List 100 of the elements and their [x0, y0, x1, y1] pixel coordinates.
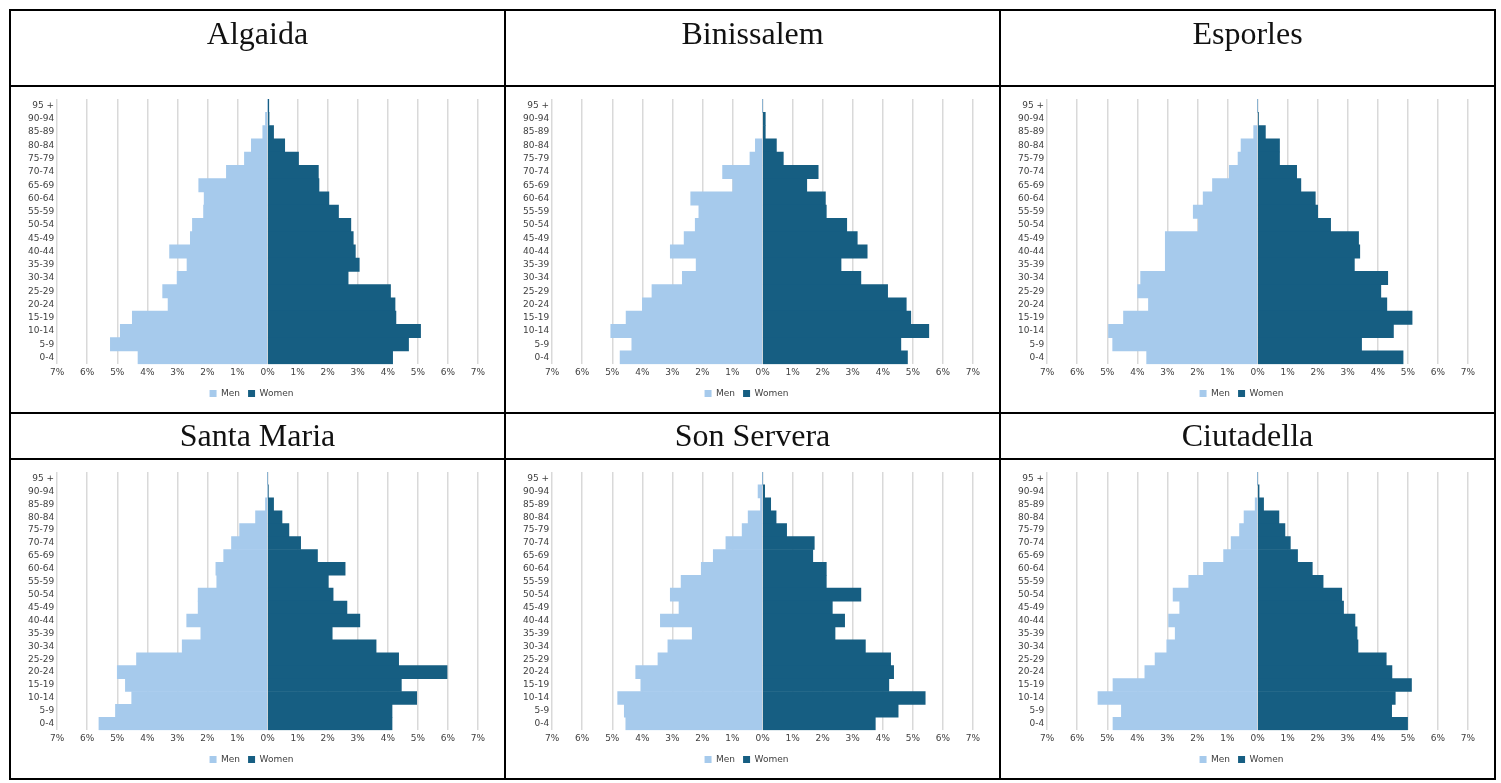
- y-tick-label: 15-19: [28, 312, 55, 323]
- x-tick-label: 1%: [785, 366, 801, 377]
- y-tick-label: 30-34: [523, 640, 550, 651]
- y-tick-label: 50-54: [523, 588, 550, 599]
- x-tick-label: 5%: [410, 732, 426, 743]
- x-tick-label: 4%: [875, 732, 891, 743]
- y-tick-label: 90-94: [1018, 485, 1045, 496]
- x-tick-label: 5%: [1400, 366, 1416, 377]
- y-tick-label: 15-19: [1018, 312, 1045, 323]
- x-tick-label: 7%: [965, 732, 981, 743]
- x-tick-label: 4%: [875, 366, 891, 377]
- y-tick-label: 30-34: [1018, 640, 1045, 651]
- y-tick-label: 0-4: [39, 718, 55, 729]
- y-tick-label: 25-29: [523, 653, 550, 664]
- x-tick-label: 1%: [725, 732, 741, 743]
- x-tick-label: 5%: [410, 366, 426, 377]
- x-tick-label: 6%: [935, 732, 951, 743]
- y-tick-label: 5-9: [534, 338, 550, 349]
- y-tick-label: 75-79: [1018, 524, 1045, 535]
- x-tick-label: 3%: [665, 732, 680, 743]
- x-tick-label: 7%: [470, 732, 486, 743]
- y-tick-label: 60-64: [523, 563, 550, 574]
- y-tick-label: 55-59: [523, 576, 550, 587]
- y-tick-label: 65-69: [28, 179, 55, 190]
- y-tick-label: 65-69: [1018, 179, 1045, 190]
- x-tick-label: 3%: [170, 732, 185, 743]
- x-tick-label: 7%: [1040, 366, 1055, 377]
- y-tick-label: 5-9: [534, 705, 550, 716]
- legend-label: Men: [1211, 753, 1231, 764]
- x-tick-label: 3%: [665, 366, 680, 377]
- y-tick-label: 5-9: [1029, 705, 1045, 716]
- x-tick-label: 2%: [1310, 732, 1326, 743]
- y-tick-label: 80-84: [1018, 511, 1045, 522]
- y-tick-label: 25-29: [523, 285, 550, 296]
- y-tick-label: 35-39: [523, 259, 550, 270]
- legend-label: Men: [1211, 387, 1231, 398]
- x-tick-label: 3%: [350, 732, 366, 743]
- x-tick-label: 2%: [1310, 366, 1326, 377]
- y-tick-label: 95 +: [1022, 99, 1045, 110]
- x-tick-label: 3%: [1340, 366, 1356, 377]
- y-tick-label: 60-64: [1018, 192, 1045, 203]
- x-tick-label: 4%: [380, 732, 396, 743]
- chart-title: Santa Maria: [11, 414, 504, 460]
- x-tick-label: 1%: [1280, 366, 1296, 377]
- x-tick-label: 4%: [140, 732, 155, 743]
- x-tick-label: 7%: [545, 366, 560, 377]
- legend-label: Women: [1249, 753, 1284, 764]
- y-tick-label: 55-59: [1018, 206, 1045, 217]
- y-tick-label: 20-24: [28, 298, 55, 309]
- y-tick-label: 20-24: [28, 666, 55, 677]
- y-tick-label: 45-49: [1018, 601, 1045, 612]
- x-tick-label: 5%: [110, 732, 125, 743]
- x-tick-label: 4%: [1370, 366, 1386, 377]
- y-tick-label: 80-84: [28, 511, 55, 522]
- legend-label: Women: [754, 387, 789, 398]
- x-tick-label: 6%: [575, 732, 590, 743]
- y-tick-label: 15-19: [28, 679, 55, 690]
- y-tick-label: 85-89: [1018, 126, 1045, 137]
- y-tick-label: 95 +: [1022, 472, 1045, 483]
- x-tick-label: 0%: [260, 732, 276, 743]
- y-tick-label: 45-49: [1018, 232, 1045, 243]
- y-tick-label: 60-64: [28, 563, 55, 574]
- x-tick-label: 1%: [290, 366, 306, 377]
- y-tick-label: 90-94: [523, 485, 550, 496]
- y-tick-label: 90-94: [1018, 113, 1045, 124]
- y-tick-label: 30-34: [28, 640, 55, 651]
- y-tick-label: 0-4: [1029, 718, 1045, 729]
- y-tick-label: 65-69: [523, 550, 550, 561]
- x-tick-label: 6%: [1070, 366, 1085, 377]
- y-tick-label: 85-89: [523, 126, 550, 137]
- x-tick-label: 7%: [470, 366, 486, 377]
- y-tick-label: 20-24: [523, 298, 550, 309]
- y-tick-label: 35-39: [28, 627, 55, 638]
- y-tick-label: 25-29: [28, 285, 55, 296]
- legend-label: Women: [259, 753, 294, 764]
- y-tick-label: 80-84: [28, 139, 55, 150]
- y-tick-label: 35-39: [1018, 627, 1045, 638]
- y-tick-label: 80-84: [523, 511, 550, 522]
- y-tick-label: 5-9: [39, 338, 55, 349]
- y-tick-label: 50-54: [28, 219, 55, 230]
- x-tick-label: 4%: [635, 366, 650, 377]
- y-tick-label: 75-79: [523, 524, 550, 535]
- y-tick-label: 85-89: [28, 126, 55, 137]
- x-tick-label: 6%: [1430, 732, 1446, 743]
- y-tick-label: 55-59: [28, 206, 55, 217]
- x-tick-label: 4%: [1130, 366, 1145, 377]
- y-tick-label: 60-64: [1018, 563, 1045, 574]
- x-tick-label: 2%: [1190, 732, 1206, 743]
- y-tick-label: 50-54: [1018, 588, 1045, 599]
- x-tick-label: 6%: [440, 366, 456, 377]
- x-tick-label: 6%: [80, 732, 95, 743]
- x-tick-label: 2%: [200, 366, 216, 377]
- y-tick-label: 75-79: [1018, 153, 1045, 164]
- x-tick-label: 2%: [695, 732, 711, 743]
- y-tick-label: 95 +: [527, 99, 550, 110]
- y-tick-label: 15-19: [523, 679, 550, 690]
- x-tick-label: 1%: [785, 732, 801, 743]
- y-tick-label: 40-44: [523, 614, 550, 625]
- y-tick-label: 50-54: [1018, 219, 1045, 230]
- y-tick-label: 80-84: [1018, 139, 1045, 150]
